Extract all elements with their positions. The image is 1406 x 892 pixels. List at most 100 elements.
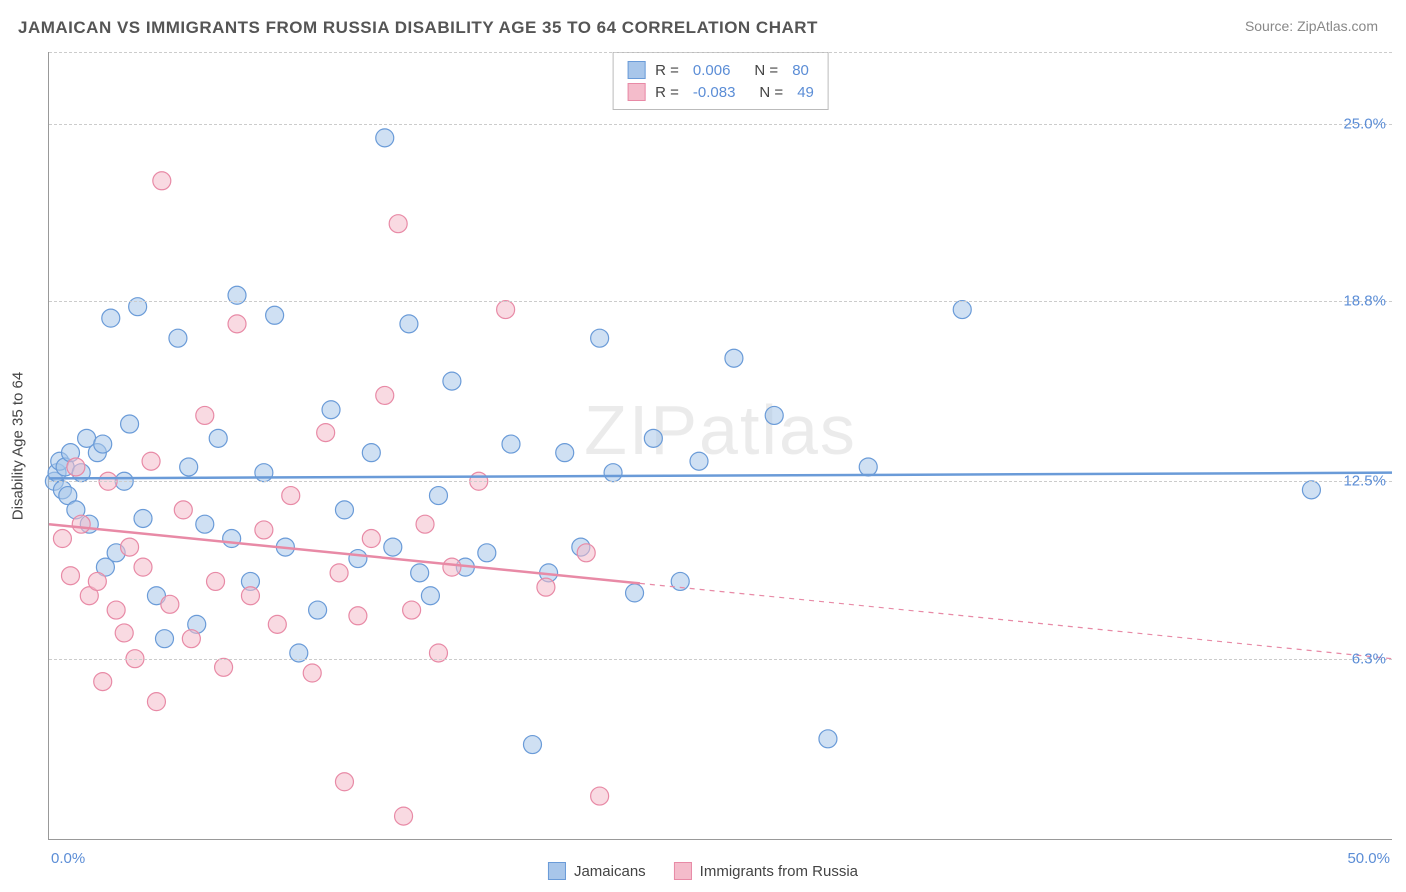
legend-row: R = 0.006 N = 80 — [627, 59, 814, 81]
scatter-point — [121, 538, 139, 556]
legend-n-label: N = — [754, 62, 778, 79]
scatter-point — [690, 452, 708, 470]
scatter-point — [228, 315, 246, 333]
scatter-point — [196, 406, 214, 424]
scatter-point — [421, 587, 439, 605]
legend-swatch — [627, 61, 645, 79]
scatter-point — [335, 501, 353, 519]
header: JAMAICAN VS IMMIGRANTS FROM RUSSIA DISAB… — [0, 0, 1406, 48]
scatter-point — [362, 530, 380, 548]
scatter-point — [309, 601, 327, 619]
chart-title: JAMAICAN VS IMMIGRANTS FROM RUSSIA DISAB… — [18, 18, 818, 38]
scatter-point — [349, 550, 367, 568]
scatter-point — [765, 406, 783, 424]
scatter-point — [335, 773, 353, 791]
scatter-point — [322, 401, 340, 419]
scatter-point — [169, 329, 187, 347]
scatter-point — [207, 572, 225, 590]
scatter-point — [429, 487, 447, 505]
scatter-point — [180, 458, 198, 476]
scatter-point — [478, 544, 496, 562]
scatter-point — [182, 630, 200, 648]
scatter-point — [67, 458, 85, 476]
legend-n-label: N = — [759, 84, 783, 101]
scatter-point — [174, 501, 192, 519]
legend-n-value: 80 — [792, 62, 809, 79]
scatter-point — [376, 129, 394, 147]
gridline — [49, 301, 1392, 302]
legend-r-label: R = — [655, 62, 679, 79]
scatter-point — [268, 615, 286, 633]
scatter-point — [53, 530, 71, 548]
scatter-svg — [49, 52, 1392, 839]
scatter-point — [591, 787, 609, 805]
scatter-point — [255, 464, 273, 482]
scatter-point — [255, 521, 273, 539]
x-tick-label: 50.0% — [1347, 850, 1390, 867]
scatter-point — [502, 435, 520, 453]
gridline — [49, 124, 1392, 125]
y-axis-label: Disability Age 35 to 64 — [10, 372, 27, 520]
scatter-point — [223, 530, 241, 548]
legend-swatch — [627, 83, 645, 101]
scatter-point — [523, 736, 541, 754]
legend-r-value: 0.006 — [693, 62, 731, 79]
scatter-point — [94, 435, 112, 453]
scatter-point — [155, 630, 173, 648]
scatter-point — [241, 587, 259, 605]
scatter-point — [161, 595, 179, 613]
scatter-point — [819, 730, 837, 748]
scatter-point — [196, 515, 214, 533]
scatter-point — [107, 601, 125, 619]
legend-label: Immigrants from Russia — [700, 863, 858, 880]
scatter-point — [142, 452, 160, 470]
gridline — [49, 481, 1392, 482]
scatter-point — [215, 658, 233, 676]
scatter-point — [1302, 481, 1320, 499]
series-legend: Jamaicans Immigrants from Russia — [548, 862, 858, 880]
scatter-point — [604, 464, 622, 482]
y-tick-label: 18.8% — [1343, 292, 1394, 309]
x-tick-label: 0.0% — [51, 850, 85, 867]
gridline — [49, 659, 1392, 660]
scatter-point — [403, 601, 421, 619]
scatter-point — [389, 215, 407, 233]
scatter-point — [497, 301, 515, 319]
legend-n-value: 49 — [797, 84, 814, 101]
scatter-point — [384, 538, 402, 556]
scatter-point — [556, 444, 574, 462]
gridline — [49, 52, 1392, 53]
legend-item: Jamaicans — [548, 862, 646, 880]
scatter-point — [591, 329, 609, 347]
scatter-point — [317, 424, 335, 442]
scatter-point — [282, 487, 300, 505]
source-label: Source: ZipAtlas.com — [1245, 18, 1378, 34]
y-tick-label: 12.5% — [1343, 473, 1394, 490]
scatter-point — [400, 315, 418, 333]
scatter-point — [644, 429, 662, 447]
trend-line-extrapolated — [640, 583, 1392, 658]
scatter-point — [953, 301, 971, 319]
scatter-point — [411, 564, 429, 582]
scatter-point — [349, 607, 367, 625]
scatter-point — [94, 673, 112, 691]
scatter-point — [88, 572, 106, 590]
scatter-point — [121, 415, 139, 433]
scatter-point — [153, 172, 171, 190]
scatter-point — [266, 306, 284, 324]
scatter-point — [725, 349, 743, 367]
scatter-point — [147, 693, 165, 711]
legend-label: Jamaicans — [574, 863, 646, 880]
legend-item: Immigrants from Russia — [674, 862, 858, 880]
y-tick-label: 25.0% — [1343, 115, 1394, 132]
chart-container: Disability Age 35 to 64 ZIPatlas R =0.00… — [48, 52, 1392, 840]
scatter-point — [115, 624, 133, 642]
scatter-point — [134, 509, 152, 527]
scatter-point — [102, 309, 120, 327]
scatter-point — [303, 664, 321, 682]
scatter-point — [330, 564, 348, 582]
plot-area: ZIPatlas R =0.006N =80R =-0.083N =49 6.3… — [48, 52, 1392, 840]
scatter-point — [61, 567, 79, 585]
correlation-legend: R =0.006N =80R =-0.083N =49 — [612, 52, 829, 110]
legend-r-label: R = — [655, 84, 679, 101]
